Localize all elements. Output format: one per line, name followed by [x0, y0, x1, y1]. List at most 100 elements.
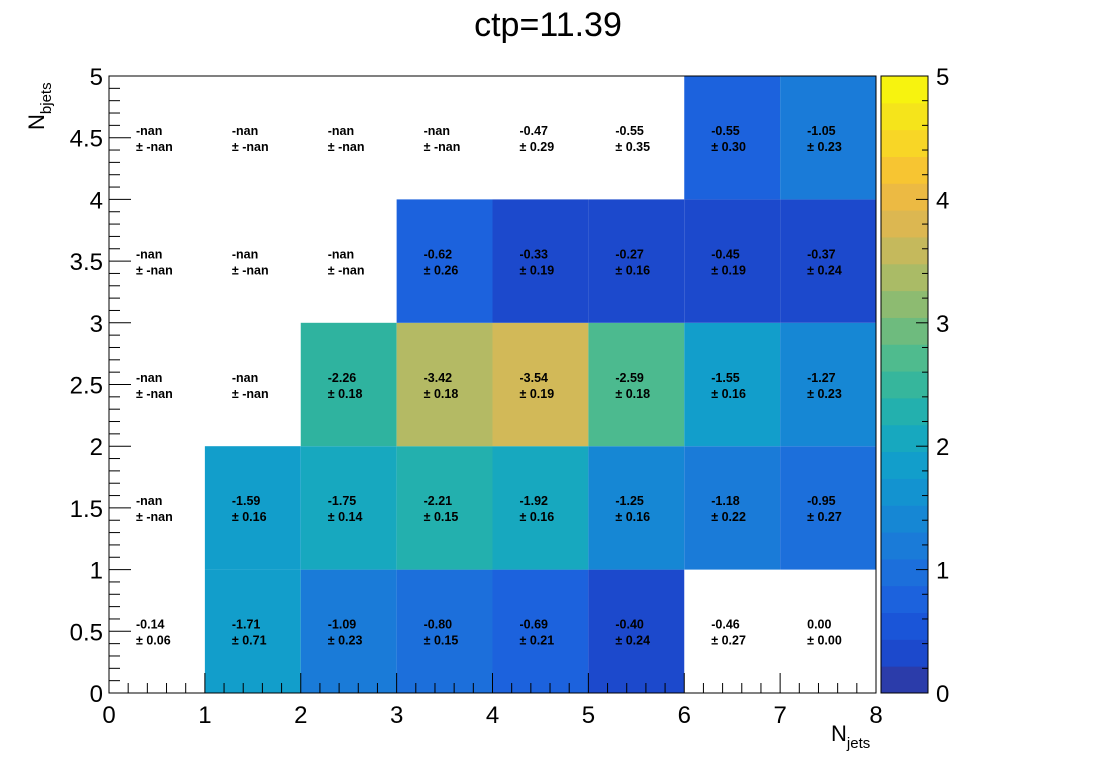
z-tick-label: 3 — [936, 311, 949, 338]
cell-value: -1.09 — [328, 618, 357, 632]
cell-value: -1.18 — [711, 494, 740, 508]
cell-error: ± 0.22 — [711, 510, 746, 524]
color-scale-segment — [881, 129, 928, 157]
y-axis: 0 0.5 1 1.5 2 2.5 3 3.5 4 4.5 5 — [70, 64, 131, 708]
heatmap-cell — [396, 199, 493, 323]
cell-error: ± 0.26 — [424, 263, 459, 277]
y-tick-label: 0.5 — [70, 619, 103, 646]
color-scale-segment — [881, 612, 928, 640]
cell-value: -1.27 — [807, 371, 836, 385]
cell-value: -2.26 — [328, 371, 357, 385]
z-tick-label: 4 — [936, 187, 949, 214]
x-tick-label: 3 — [390, 702, 403, 729]
cell-error: ± 0.16 — [711, 387, 746, 401]
cell-error: ± 0.24 — [807, 263, 842, 277]
cell-error: ± 0.24 — [615, 634, 650, 648]
x-tick-label: 0 — [102, 702, 115, 729]
color-scale-bar — [880, 75, 929, 694]
color-scale-segment — [881, 156, 928, 184]
heatmap-cell — [684, 76, 781, 200]
color-scale-segment — [881, 505, 928, 533]
cell-value: -1.55 — [711, 371, 740, 385]
cell-value: -3.42 — [424, 371, 453, 385]
cell-value: -nan — [424, 124, 450, 138]
cell-error: ± 0.21 — [520, 634, 555, 648]
cell-labels: -0.14 ± 0.06 -1.71 ± 0.71 -1.09 ± 0.23 -0.80 ± … — [136, 124, 842, 648]
cell-value: -nan — [328, 124, 354, 138]
cell-value: -1.25 — [615, 494, 644, 508]
cell-value: -0.95 — [807, 494, 836, 508]
color-scale-segment — [881, 478, 928, 506]
x-tick-label: 1 — [198, 702, 211, 729]
x-tick-label: 2 — [294, 702, 307, 729]
cell-value: -0.37 — [807, 247, 836, 261]
color-scale-segment — [881, 263, 928, 292]
x-tick-label: 5 — [582, 702, 595, 729]
x-tick-label: 8 — [869, 702, 882, 729]
y-tick-label: 0 — [90, 681, 103, 708]
color-scale-segment — [881, 183, 928, 211]
heatmap-cell — [300, 446, 397, 570]
color-scale-segment — [881, 371, 928, 399]
z-tick-label: 1 — [936, 558, 949, 585]
cell-error: ± 0.15 — [424, 634, 459, 648]
cell-value: -1.05 — [807, 124, 836, 138]
y-tick-label: 2.5 — [70, 373, 103, 400]
cell-error: ± 0.19 — [711, 263, 746, 277]
color-scale-segment — [881, 532, 928, 560]
color-scale-segment — [881, 102, 928, 131]
cell-error: ± 0.27 — [807, 510, 842, 524]
cell-error: ± -nan — [136, 510, 173, 524]
heatmap-cell — [780, 446, 876, 570]
y-tick-label: 4.5 — [70, 126, 103, 153]
cell-value: 0.00 — [807, 618, 831, 632]
cell-error: ± 0.00 — [807, 634, 842, 648]
heatmap-cell — [588, 322, 685, 447]
x-tick-label: 6 — [678, 702, 691, 729]
cell-error: ± 0.14 — [328, 510, 363, 524]
heatmap-cell — [204, 446, 301, 570]
color-scale-segment — [881, 666, 928, 694]
cell-value: -0.14 — [136, 618, 165, 632]
cell-value: -nan — [136, 247, 162, 261]
cell-value: -nan — [136, 371, 162, 385]
color-scale-segment — [881, 639, 928, 667]
heatmap-cells — [204, 76, 876, 693]
y-tick-label: 1.5 — [70, 496, 103, 523]
color-scale-segment — [881, 290, 928, 318]
heatmap-cell — [588, 446, 685, 570]
x-axis: 0 1 2 3 4 5 6 7 8 — [102, 673, 883, 729]
cell-error: ± -nan — [136, 387, 173, 401]
color-scale-segment — [881, 317, 928, 345]
heatmap-cell — [780, 322, 876, 447]
cell-value: -nan — [136, 124, 162, 138]
z-tick-label: 2 — [936, 434, 949, 461]
cell-error: ± 0.71 — [232, 634, 267, 648]
y-tick-label: 3 — [90, 311, 103, 338]
chart-title: ctp=11.39 — [474, 6, 622, 44]
y-tick-label: 5 — [90, 64, 103, 91]
cell-value: -nan — [232, 371, 258, 385]
cell-value: -nan — [328, 247, 354, 261]
cell-value: -0.55 — [711, 124, 740, 138]
heatmap-cell — [204, 569, 301, 693]
heatmap-cell — [300, 569, 397, 693]
cell-error: ± -nan — [328, 140, 365, 154]
cell-value: -nan — [232, 247, 258, 261]
cell-value: -1.71 — [232, 618, 261, 632]
cell-error: ± 0.18 — [424, 387, 459, 401]
heatmap-cell — [780, 76, 876, 200]
cell-value: -1.75 — [328, 494, 357, 508]
heatmap-cell — [684, 446, 781, 570]
cell-error: ± -nan — [136, 263, 173, 277]
cell-value: -0.33 — [520, 247, 549, 261]
z-tick-label: 0 — [936, 681, 949, 708]
color-scale-segment — [881, 344, 928, 372]
heatmap-cell — [588, 569, 685, 693]
cell-value: -nan — [136, 494, 162, 508]
cell-value: -0.47 — [520, 124, 549, 138]
cell-error: ± 0.16 — [615, 263, 650, 277]
cell-error: ± 0.16 — [520, 510, 555, 524]
cell-error: ± 0.18 — [328, 387, 363, 401]
cell-value: -0.45 — [711, 247, 740, 261]
